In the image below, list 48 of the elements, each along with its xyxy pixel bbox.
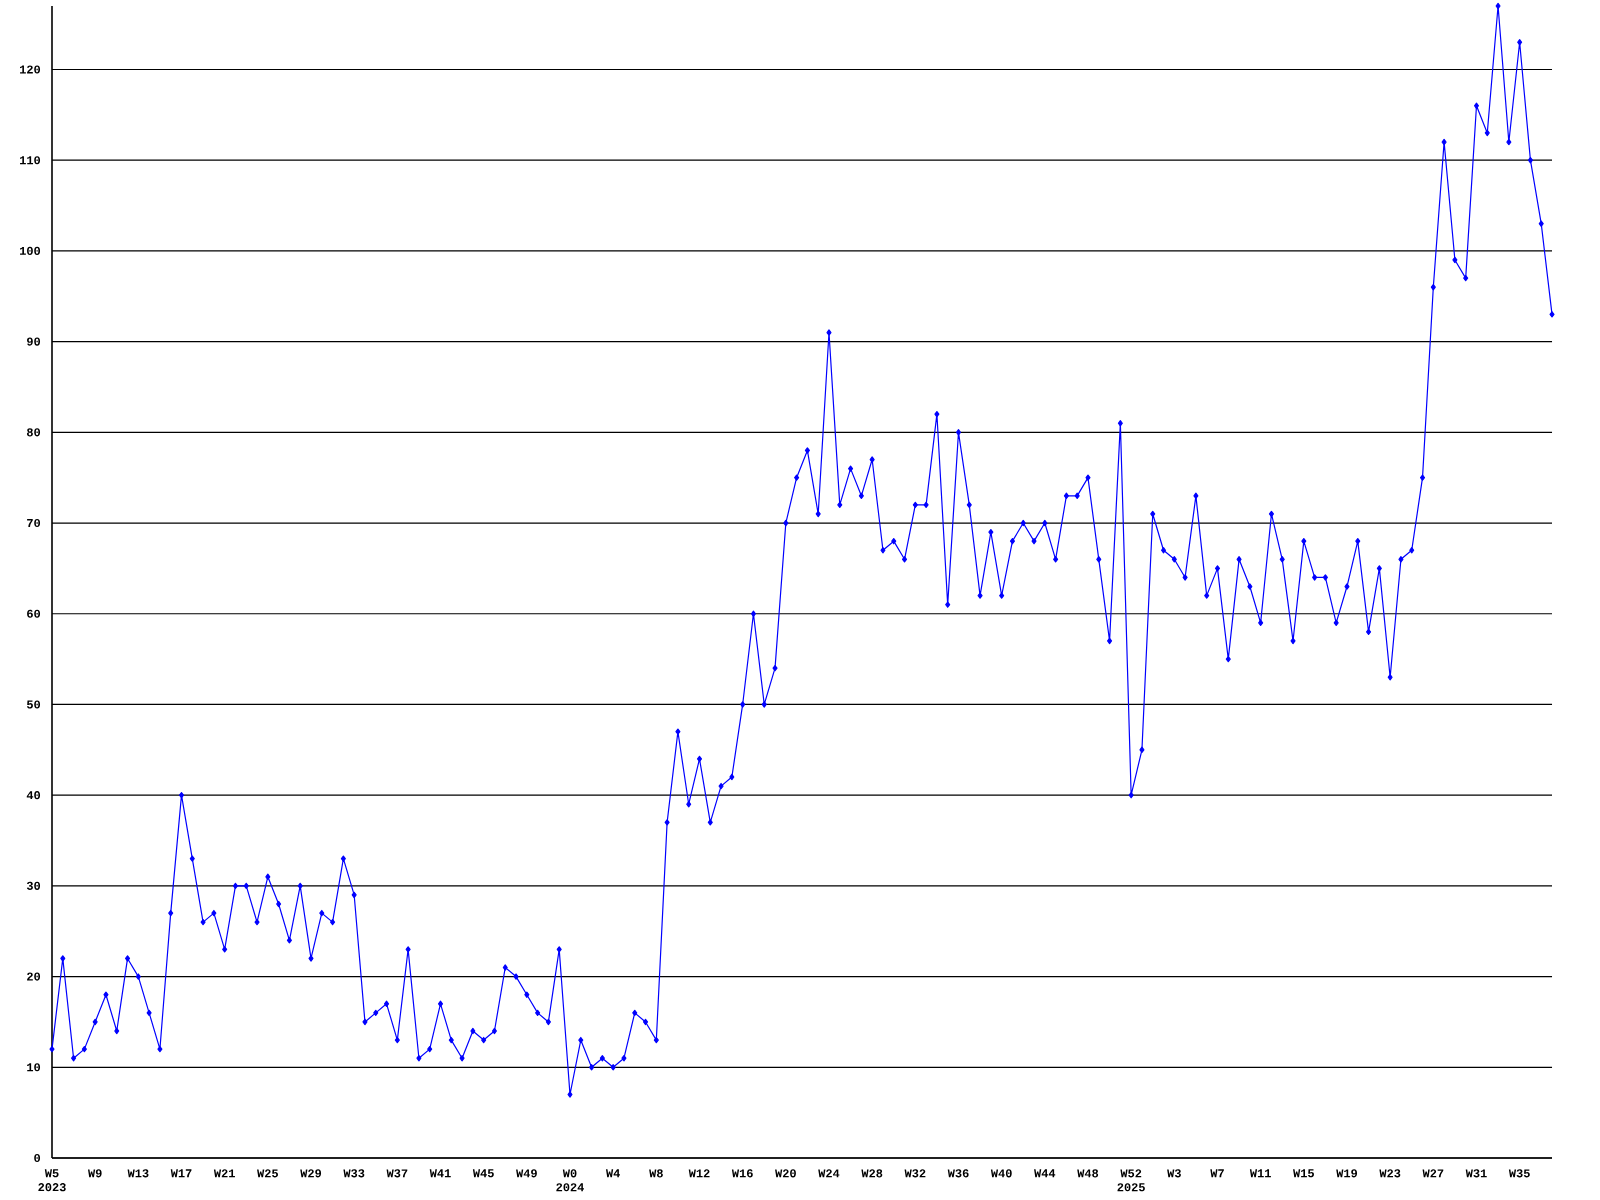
x-tick-label: W4 — [605, 1169, 620, 1178]
y-tick-label: 70 — [27, 518, 41, 528]
x-tick-label: W28 — [861, 1169, 883, 1178]
x-tick-label: W33 — [343, 1169, 365, 1178]
y-tick-label: 120 — [20, 65, 41, 74]
x-tick-label: W27 — [1422, 1169, 1444, 1178]
x-tick-label: W40 — [990, 1169, 1012, 1178]
x-tick-label: W9 — [87, 1169, 102, 1178]
x-tick-label: W36 — [947, 1169, 969, 1178]
x-tick-label: W48 — [1077, 1169, 1099, 1178]
x-tick-label: W45 — [472, 1169, 494, 1178]
x-tick-label: W49 — [516, 1169, 537, 1178]
y-tick-label: 80 — [26, 428, 41, 437]
x-tick-label: W16 — [731, 1169, 753, 1178]
x-tick-label: W13 — [127, 1169, 149, 1178]
x-tick-label: W23 — [1379, 1169, 1401, 1178]
x-tick-label: W41 — [429, 1169, 451, 1178]
x-tick-label: W8 — [649, 1169, 663, 1178]
y-tick-label: 30 — [26, 881, 41, 890]
x-tick-label: W5 2023 — [38, 1169, 66, 1192]
x-tick-label: W7 — [1210, 1169, 1224, 1178]
x-tick-label: W29 — [300, 1169, 322, 1178]
x-tick-label: W21 — [213, 1169, 235, 1178]
y-tick-label: 40 — [26, 791, 41, 800]
y-tick-label: 90 — [27, 337, 41, 346]
x-tick-label: W12 — [688, 1169, 710, 1178]
y-tick-label: 50 — [26, 700, 41, 709]
x-tick-label: W44 — [1034, 1169, 1056, 1178]
x-tick-label: W11 — [1249, 1169, 1271, 1178]
x-tick-label: W20 — [775, 1169, 796, 1178]
x-tick-label: W31 — [1465, 1169, 1487, 1178]
x-tick-label: W3 — [1167, 1169, 1181, 1178]
y-tick-label: 20 — [27, 972, 41, 981]
x-tick-label: W52 2025 — [1117, 1169, 1145, 1192]
x-tick-label: W0 2024 — [556, 1169, 584, 1192]
y-tick-label: 110 — [20, 156, 41, 165]
x-tick-label: W35 — [1508, 1169, 1530, 1178]
x-tick-label: W15 — [1293, 1169, 1314, 1178]
x-tick-label: W32 — [904, 1169, 926, 1178]
y-tick-label: 100 — [20, 246, 41, 255]
y-tick-label: 10 — [27, 1063, 41, 1072]
y-tick-label: 60 — [27, 609, 41, 618]
x-tick-label: W24 — [818, 1169, 840, 1178]
x-tick-label: W25 — [257, 1169, 278, 1178]
x-tick-label: W37 — [386, 1169, 408, 1178]
y-tick-label: 0 — [34, 1153, 41, 1163]
x-tick-label: W17 — [170, 1169, 192, 1178]
x-tick-label: W19 — [1336, 1169, 1358, 1178]
